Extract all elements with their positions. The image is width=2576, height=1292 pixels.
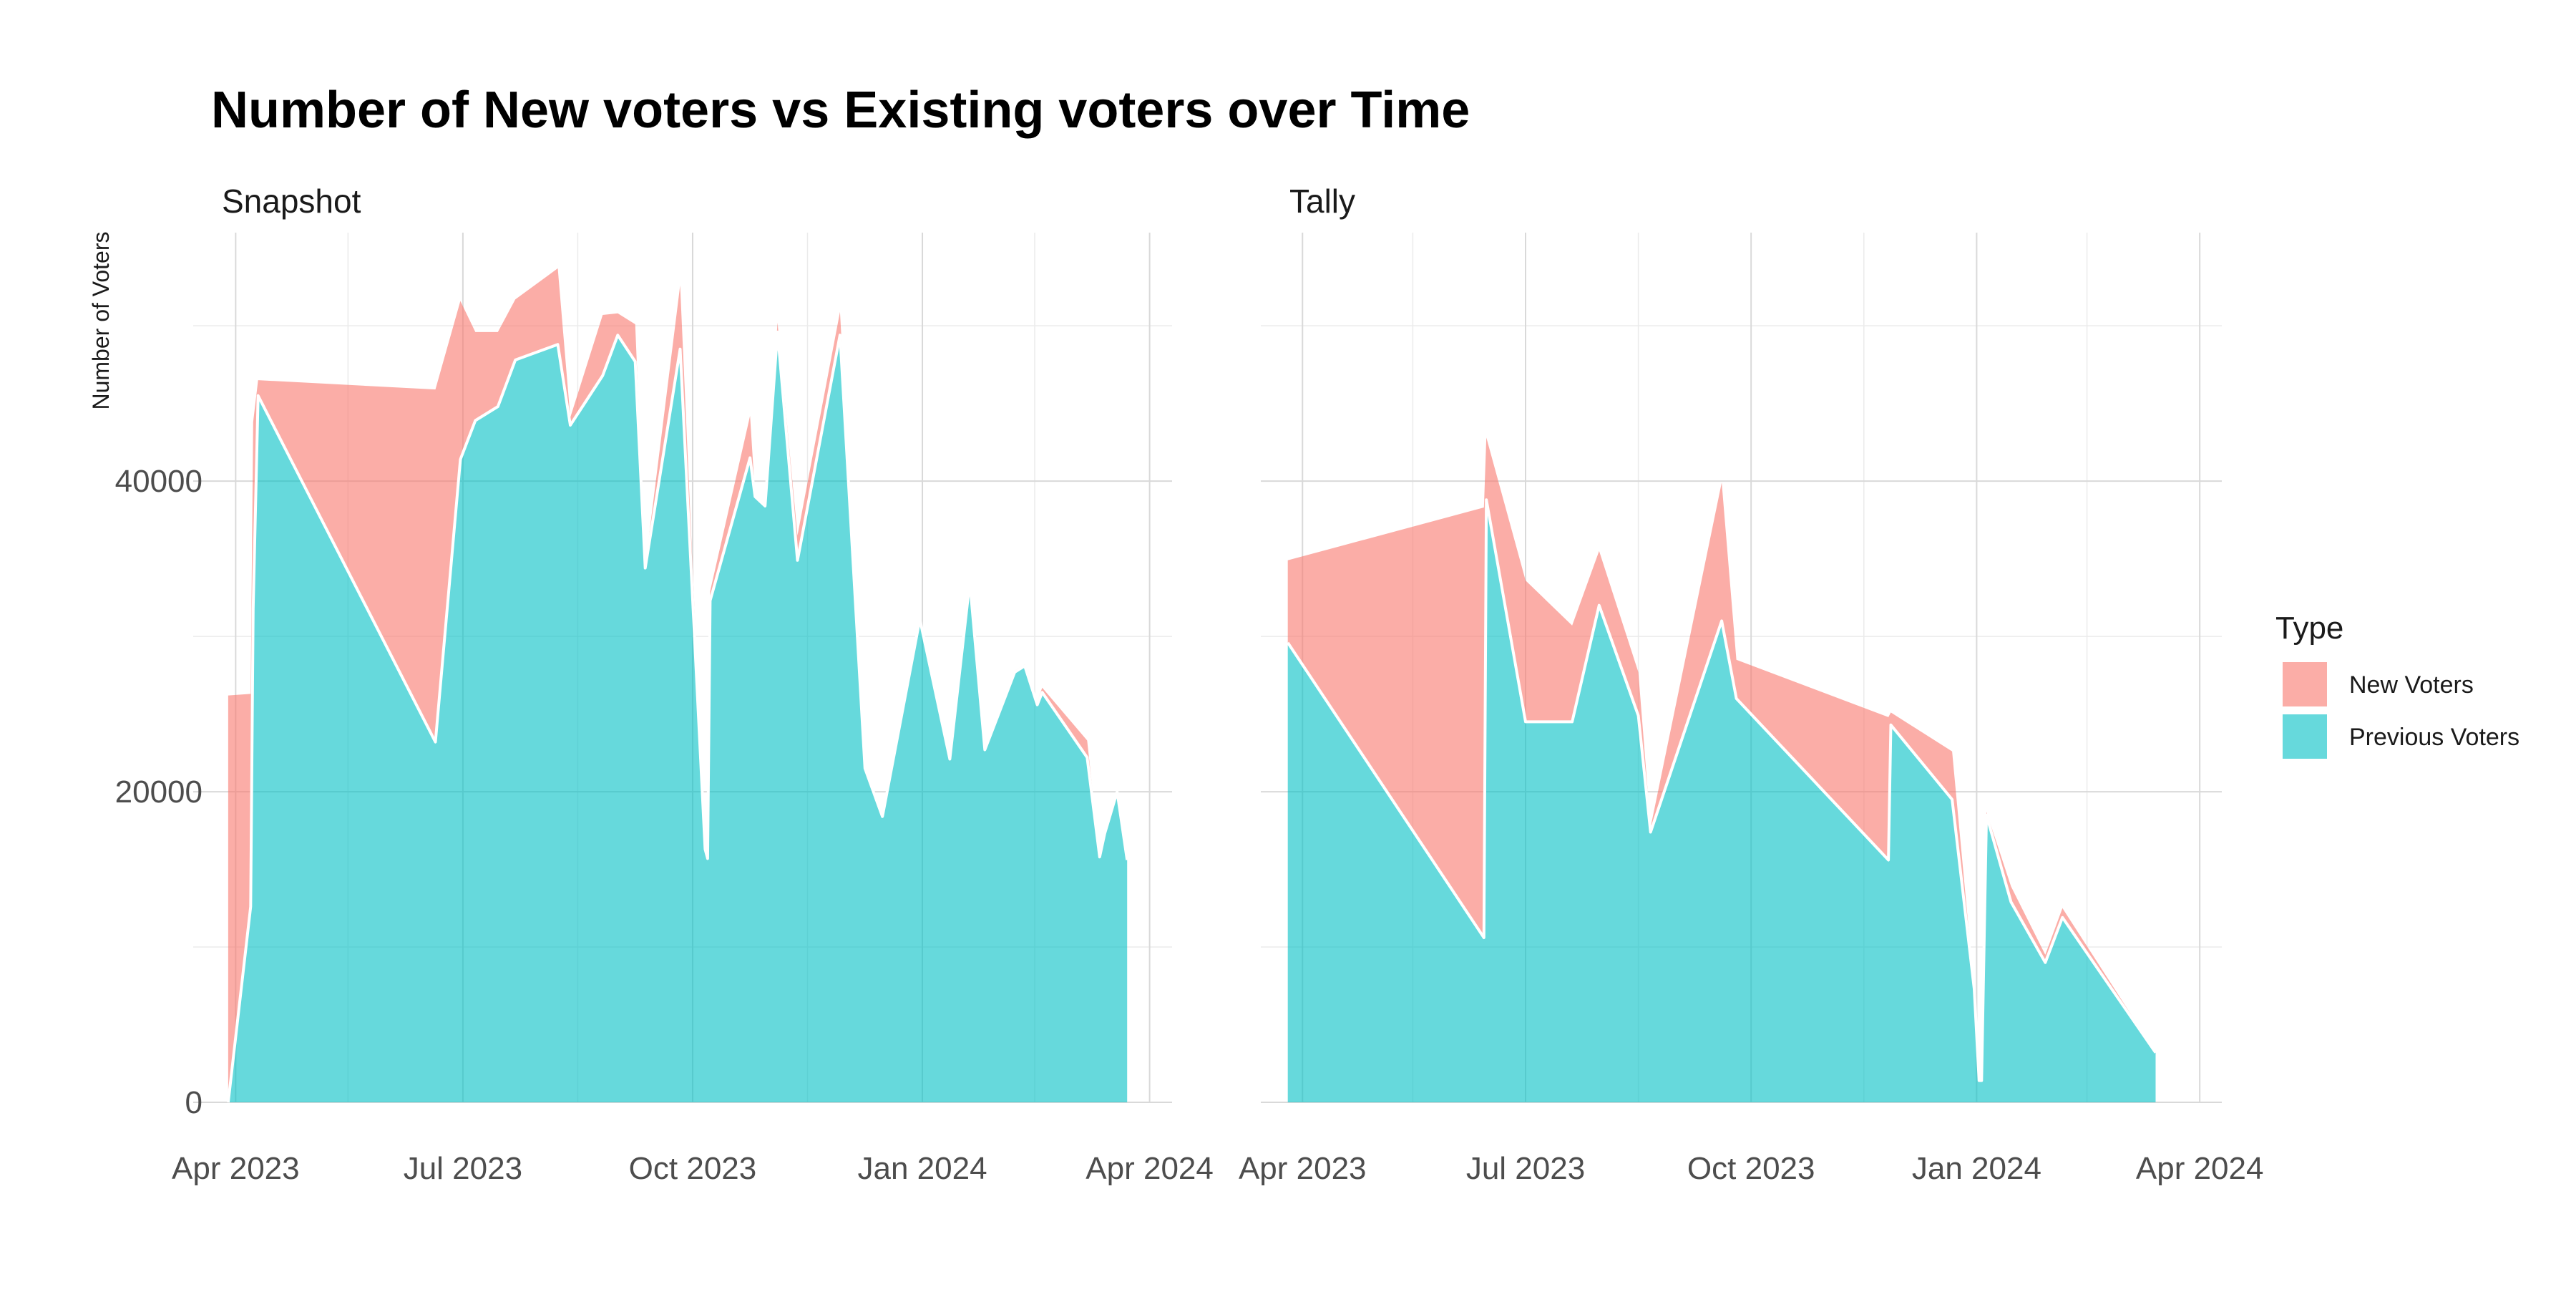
facet-label: Snapshot bbox=[222, 183, 361, 220]
panels-layer: Snapshot Apr 2023 Jul 2023 Oct 2023 Jan 2024… bbox=[115, 183, 2264, 1186]
y-axis-label: Number of Voters bbox=[88, 232, 114, 410]
legend-label: Previous Voters bbox=[2349, 724, 2519, 751]
area-new-voters bbox=[228, 268, 1128, 1102]
x-tick-label: Jul 2023 bbox=[404, 1151, 522, 1186]
x-tick-label: Oct 2023 bbox=[629, 1151, 757, 1186]
x-tick-label: Jan 2024 bbox=[1912, 1151, 2041, 1186]
facet-label: Tally bbox=[1289, 183, 1355, 220]
legend-entry: New Voters bbox=[2283, 662, 2474, 706]
panel-snapshot: Snapshot Apr 2023 Jul 2023 Oct 2023 Jan 2024… bbox=[172, 183, 1214, 1186]
x-tick-label: Oct 2023 bbox=[1687, 1151, 1815, 1186]
previous-voters-boundary-line bbox=[226, 330, 1129, 1103]
x-tick-label: Apr 2024 bbox=[1085, 1151, 1214, 1186]
x-tick-label: Jul 2023 bbox=[1466, 1151, 1585, 1186]
legend-title: Type bbox=[2275, 611, 2343, 646]
x-tick-label: Apr 2023 bbox=[1239, 1151, 1367, 1186]
x-tick-label: Apr 2023 bbox=[172, 1151, 300, 1186]
area-previous-voters bbox=[228, 331, 1128, 1102]
panel-tally: Tally Apr 2023 Jul 2023 Oct 2023 Jan 2024 Apr… bbox=[1239, 183, 2264, 1186]
legend: Type New Voters Previous Voters bbox=[2275, 611, 2519, 759]
area-previous-voters bbox=[1287, 500, 2156, 1102]
legend-key bbox=[2283, 662, 2327, 706]
legend-label: New Voters bbox=[2349, 671, 2474, 699]
y-tick-label: 0 bbox=[185, 1085, 203, 1120]
legend-key bbox=[2283, 714, 2327, 759]
chart-title: Number of New voters vs Existing voters … bbox=[211, 82, 1470, 139]
y-tick-label: 20000 bbox=[115, 774, 203, 810]
x-tick-label: Jan 2024 bbox=[857, 1151, 987, 1186]
x-tick-label: Apr 2024 bbox=[2136, 1151, 2264, 1186]
legend-entry: Previous Voters bbox=[2283, 714, 2519, 759]
y-tick-label: 40000 bbox=[115, 464, 203, 499]
previous-voters-boundary-line bbox=[1287, 498, 2157, 1082]
